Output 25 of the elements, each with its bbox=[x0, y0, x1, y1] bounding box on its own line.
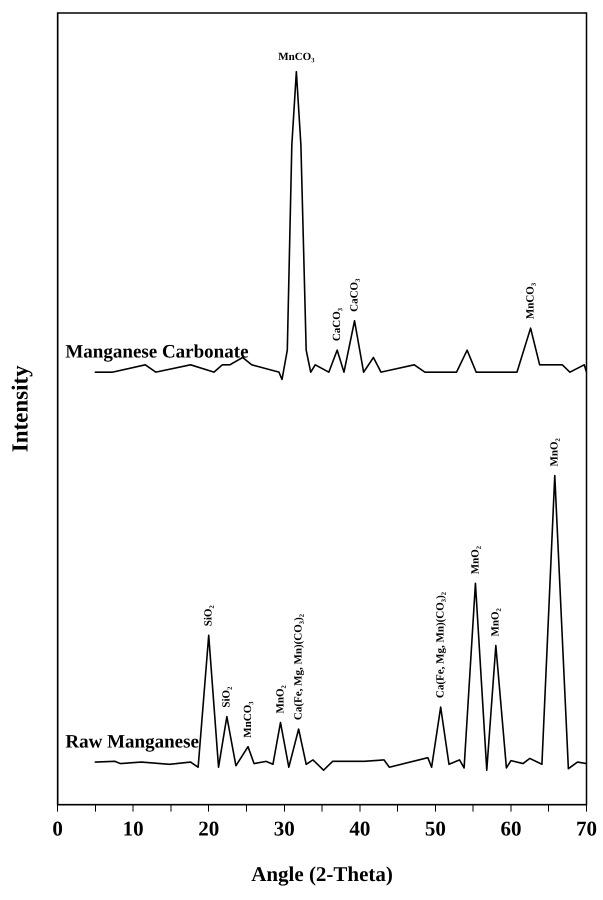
y-axis-title: Intensity bbox=[8, 364, 33, 452]
x-tick-label: 30 bbox=[274, 816, 295, 841]
annotation: SiO₂ bbox=[220, 686, 233, 708]
x-tick-label: 0 bbox=[52, 816, 63, 841]
series-label: Manganese Carbonate bbox=[65, 342, 249, 363]
annotation: MnCO₃ bbox=[278, 50, 316, 63]
x-axis-title: Angle (2-Theta) bbox=[251, 862, 393, 886]
x-tick-label: 40 bbox=[349, 816, 370, 841]
annotation: MnCO₃ bbox=[242, 700, 254, 738]
x-tick-label: 70 bbox=[576, 816, 597, 841]
x-tick-label: 50 bbox=[424, 816, 446, 841]
annotation: MnO₂ bbox=[548, 437, 561, 466]
series-label: Raw Manganese bbox=[65, 731, 199, 752]
x-tick-label: 20 bbox=[198, 816, 220, 841]
x-tick-label: 60 bbox=[500, 816, 522, 841]
x-tick-label: 10 bbox=[122, 816, 144, 841]
annotation: CaCO₃ bbox=[331, 307, 344, 342]
annotation: CaCO₃ bbox=[348, 278, 360, 312]
annotation: SiO₂ bbox=[202, 604, 215, 626]
annotation: MnO₂ bbox=[274, 684, 286, 714]
annotation: Ca(Fe, Mg, Mn)(CO₃)₂ bbox=[292, 613, 304, 720]
annotation: Ca(Fe, Mg, Mn)(CO₃)₂ bbox=[434, 591, 447, 698]
annotation: MnCO₃ bbox=[524, 282, 536, 320]
annotation: MnO₂ bbox=[490, 607, 502, 637]
annotation: MnO₂ bbox=[469, 545, 482, 574]
